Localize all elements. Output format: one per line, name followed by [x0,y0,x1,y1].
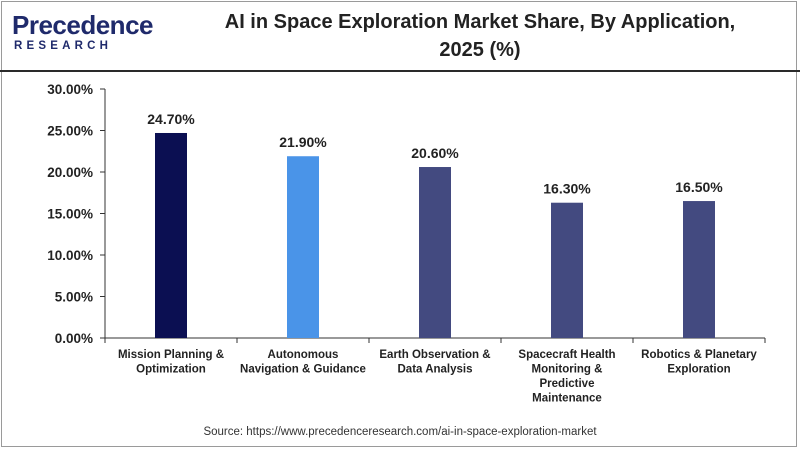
source-note: Source: https://www.precedenceresearch.c… [203,426,597,438]
x-category-label: Predictive [540,378,595,390]
y-tick-label: 15.00% [47,207,93,222]
bar-value-label: 16.50% [675,179,723,195]
bar-value-label: 24.70% [147,111,195,127]
x-category-label: Monitoring & [532,364,603,376]
bar [419,167,451,338]
logo-sub-text: RESEARCH [14,40,113,52]
x-category-label: Robotics & Planetary [641,349,757,361]
x-category-label: Autonomous [268,349,339,361]
x-category-label: Earth Observation & [379,349,490,361]
chart-title: AI in Space Exploration Market Share, By… [200,8,760,64]
header-divider [0,70,800,72]
y-tick-label: 20.00% [47,165,93,180]
y-tick-label: 10.00% [47,248,93,263]
bar-value-label: 16.30% [543,181,591,197]
bar-value-label: 20.60% [411,145,459,161]
x-category-label: Data Analysis [398,364,473,376]
bar-chart: 0.00% 5.00% 10.00% 15.00% 20.00% 25.00% 30.00%… [47,82,766,405]
chart-title-line-2: 2025 (%) [439,39,521,61]
x-category-label: Spacecraft Health [518,349,615,361]
bar [551,202,583,338]
bar [287,156,319,338]
x-category-label: Navigation & Guidance [240,364,366,376]
bar [155,132,187,338]
x-category-label: Optimization [136,364,206,376]
bar [683,201,715,338]
x-category-label: Maintenance [532,393,602,405]
x-category-label: Exploration [667,364,730,376]
chart-title-line-1: AI in Space Exploration Market Share, By… [224,11,736,33]
y-tick-label: 25.00% [47,124,93,139]
bar-value-label: 21.90% [279,134,327,150]
y-tick-label: 0.00% [55,331,93,346]
y-tick-label: 30.00% [47,82,93,97]
chart-header: Precedence RESEARCH AI in Space Explorat… [0,0,800,70]
y-tick-label: 5.00% [55,290,93,305]
logo-main-text: Precedence [12,10,153,40]
x-category-label: Mission Planning & [118,349,224,361]
company-logo: Precedence RESEARCH [12,10,153,58]
